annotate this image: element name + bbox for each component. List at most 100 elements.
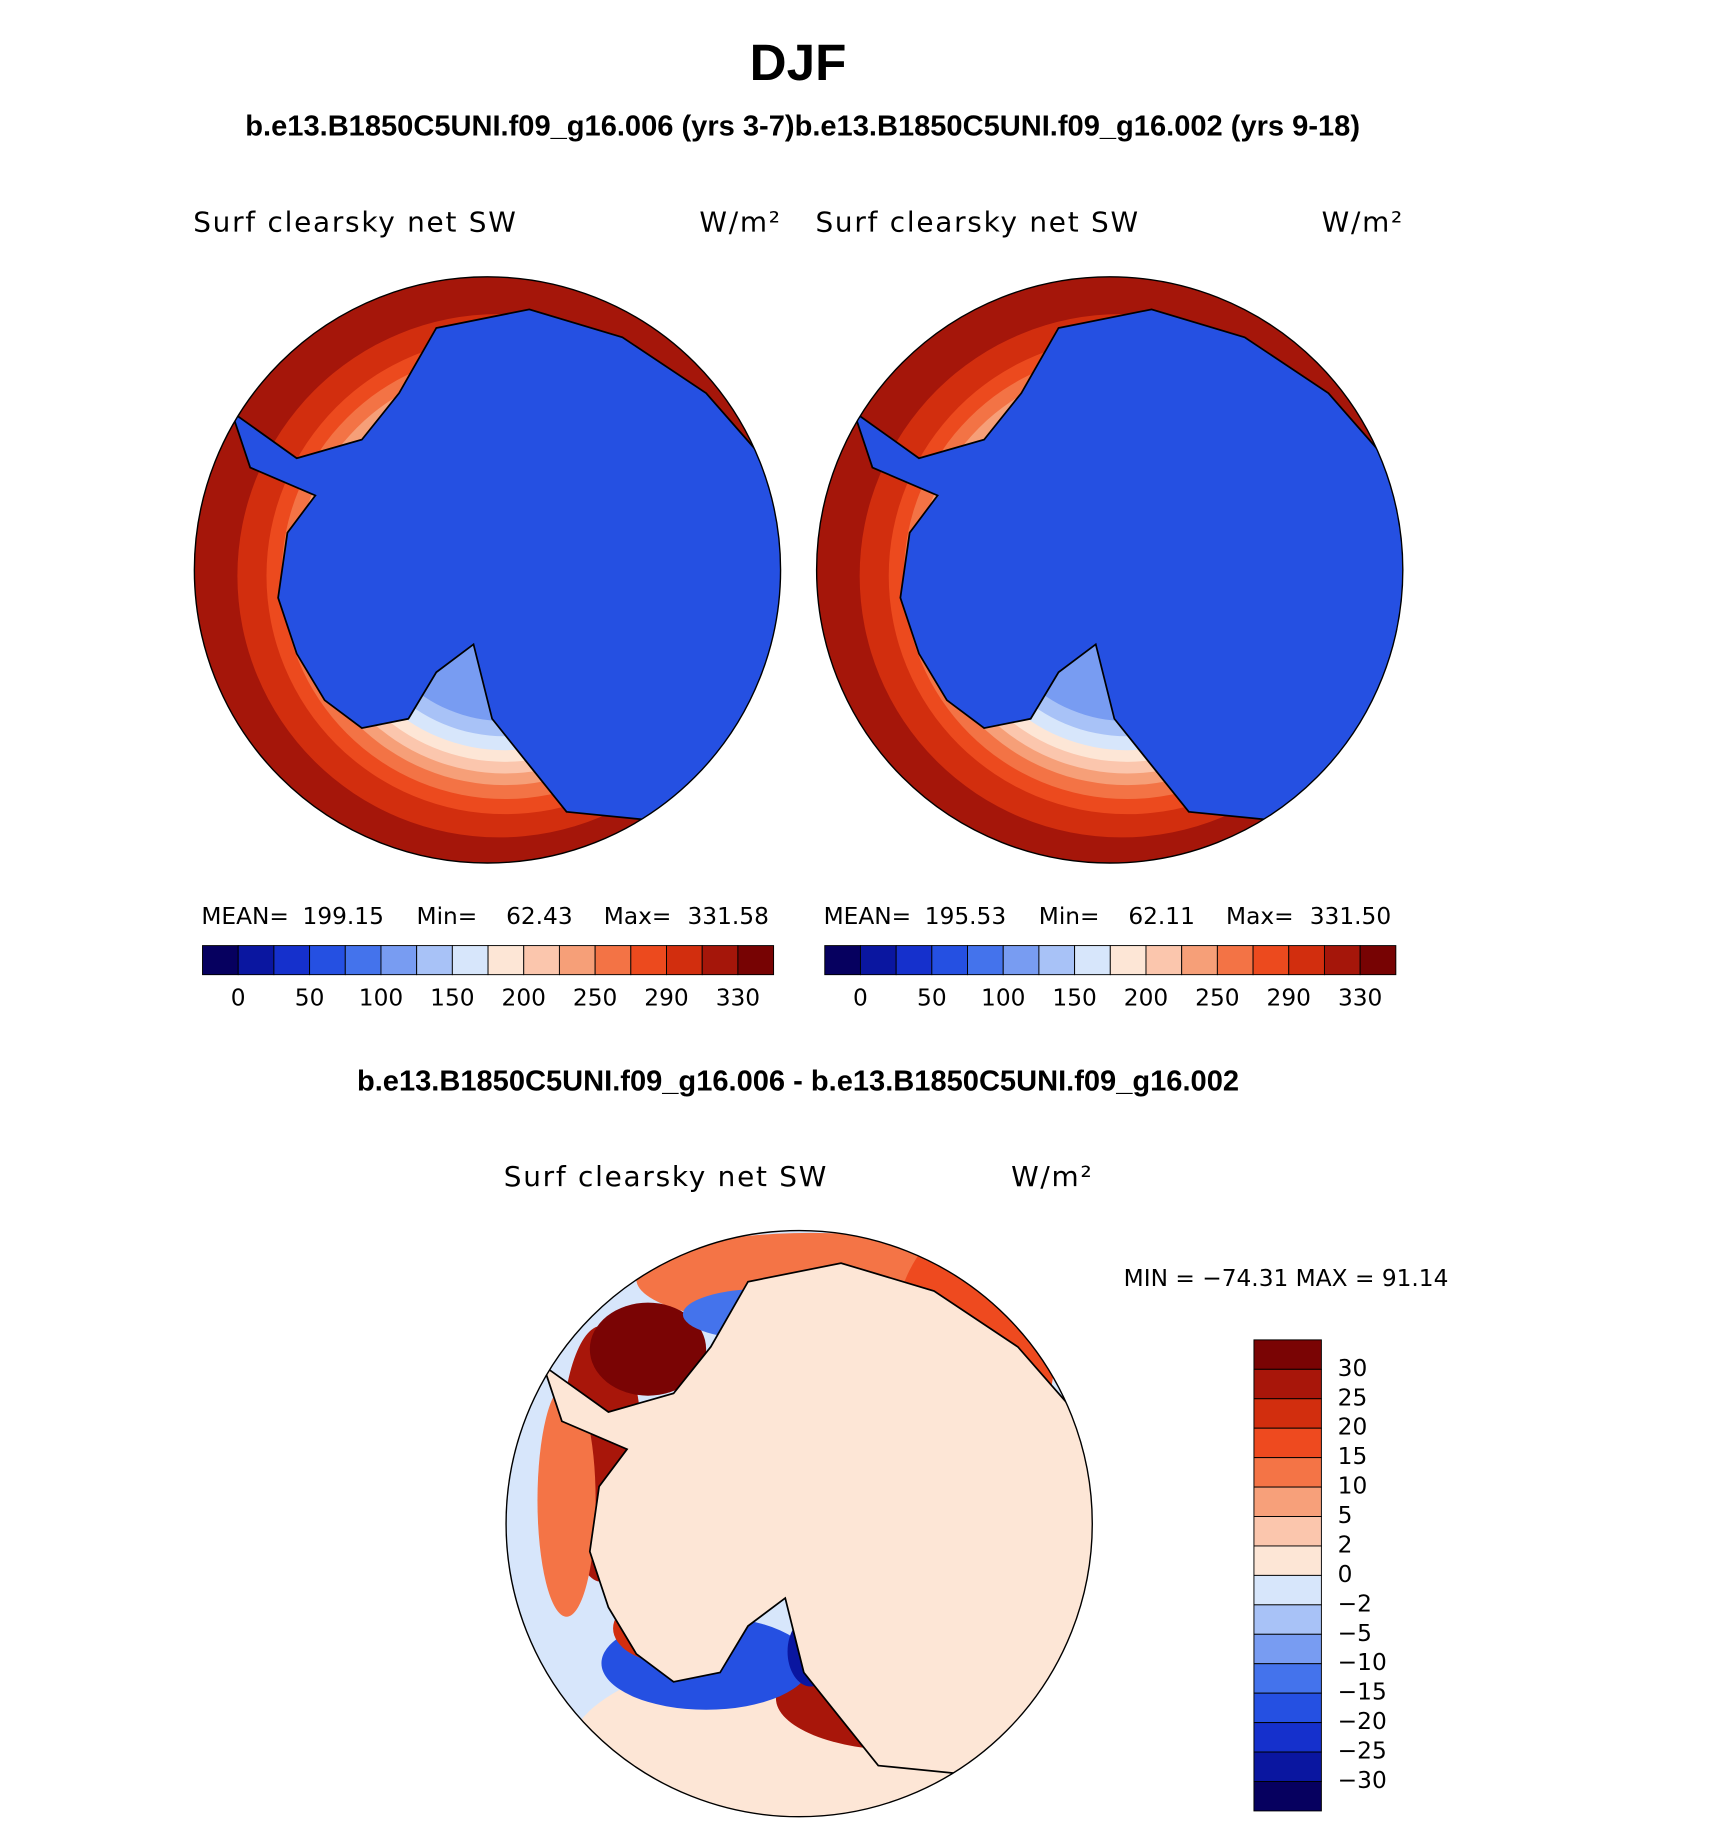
map-border	[815, 276, 1404, 864]
colorbar-label: 250	[1195, 985, 1239, 1012]
colorbar-box	[1359, 945, 1397, 976]
colorbar-box	[1252, 945, 1290, 976]
colorbar-box	[1288, 945, 1325, 976]
colorbar-label: 50	[295, 985, 325, 1012]
stat: 62.43	[506, 903, 573, 930]
colorbar-label: 200	[1124, 985, 1168, 1012]
colorbar-label: −30	[1338, 1767, 1387, 1794]
continent	[541, 1262, 1093, 1776]
colorbar-label: 0	[1338, 1561, 1353, 1588]
colorbar-box	[1253, 1574, 1322, 1606]
colorbar-label: 30	[1338, 1355, 1368, 1382]
colorbar-box	[1253, 1751, 1322, 1782]
stat: Min=	[1039, 903, 1100, 930]
colorbar-label: 25	[1338, 1384, 1368, 1411]
colorbar-label: 0	[231, 985, 246, 1012]
stat: 195.53	[925, 903, 1006, 930]
colorbar-box	[895, 945, 933, 976]
colorbar-label: −15	[1338, 1679, 1387, 1706]
colorbar-box	[1253, 1427, 1322, 1459]
stat: 331.58	[688, 903, 769, 930]
colorbar-box	[1253, 1633, 1322, 1665]
contour-band	[537, 1384, 596, 1617]
colorbar-label: −5	[1338, 1620, 1372, 1647]
colorbar-label: 100	[359, 985, 403, 1012]
colorbar-box	[594, 945, 632, 976]
stat: MEAN=	[201, 903, 289, 930]
colorbar-box	[1253, 1339, 1322, 1370]
colorbar-box	[666, 945, 703, 976]
colorbar-label: 200	[502, 985, 546, 1012]
colorbar-box	[1253, 1368, 1322, 1400]
units-label: W/m²	[699, 205, 781, 238]
colorbar-box	[1323, 945, 1361, 976]
colorbar-label: −2	[1338, 1590, 1372, 1617]
colorbar-box	[1181, 945, 1218, 976]
stat: 331.50	[1310, 903, 1391, 930]
continent	[229, 308, 781, 823]
colorbar-box	[1253, 1604, 1322, 1635]
stat: 199.15	[303, 903, 384, 930]
contour-band	[589, 1302, 707, 1396]
colorbar-box	[416, 945, 453, 976]
difference-title: b.e13.B1850C5UNI.f09_g16.006 - b.e13.B18…	[357, 1066, 1239, 1098]
colorbar-label: −20	[1338, 1708, 1387, 1735]
colorbar-box	[1074, 945, 1111, 976]
colorbar-box	[1145, 945, 1183, 976]
colorbar-box	[1038, 945, 1076, 976]
colorbar-box	[202, 945, 239, 976]
colorbar-box	[273, 945, 311, 976]
variable-label: Surf clearsky net SW	[504, 1160, 828, 1193]
colorbar-box	[737, 945, 775, 976]
colorbar-box	[1216, 945, 1254, 976]
stat: Max=	[1226, 903, 1294, 930]
stat: Max=	[604, 903, 672, 930]
colorbar-label: 290	[644, 985, 688, 1012]
colorbar-box	[824, 945, 861, 976]
colorbar-box	[701, 945, 739, 976]
colorbar-label: 100	[981, 985, 1025, 1012]
stat: 62.11	[1128, 903, 1195, 930]
colorbar-box	[1253, 1398, 1322, 1429]
colorbar-box	[630, 945, 667, 976]
map-border	[505, 1229, 1093, 1818]
variable-label: Surf clearsky net SW	[193, 205, 517, 238]
colorbar-label: 20	[1338, 1414, 1368, 1441]
colorbar-label: 250	[573, 985, 617, 1012]
colorbar-label: 15	[1338, 1443, 1368, 1470]
colorbar-label: 330	[1338, 985, 1382, 1012]
colorbar-box	[523, 945, 560, 976]
map	[506, 1230, 1093, 1817]
colorbar-label: 290	[1267, 985, 1311, 1012]
colorbar-box	[1253, 1722, 1322, 1753]
colorbar-box	[1253, 1692, 1322, 1724]
colorbar-box	[1253, 1663, 1322, 1694]
colorbar-box	[344, 945, 382, 976]
colorbar-label: 150	[1052, 985, 1096, 1012]
colorbar-box	[1253, 1457, 1322, 1488]
colorbar-box	[1253, 1781, 1322, 1812]
map	[194, 276, 781, 864]
colorbar-label: 10	[1338, 1473, 1368, 1500]
colorbar-box	[967, 945, 1004, 976]
colorbar-box	[931, 945, 968, 976]
map-border	[193, 276, 782, 864]
colorbar-label: 330	[716, 985, 760, 1012]
colorbar-box	[1109, 945, 1147, 976]
colorbar-box	[237, 945, 275, 976]
variable-label: Surf clearsky net SW	[815, 205, 1139, 238]
stat: Min=	[417, 903, 478, 930]
colorbar-label: 0	[853, 985, 868, 1012]
colorbar-label: 150	[430, 985, 474, 1012]
continent	[852, 308, 1403, 823]
colorbar-box	[1002, 945, 1040, 976]
colorbar-box	[1253, 1516, 1322, 1547]
colorbar-box	[1253, 1545, 1322, 1576]
map	[816, 276, 1403, 864]
colorbar-box	[558, 945, 596, 976]
stat: MEAN=	[824, 903, 912, 930]
colorbar-box	[309, 945, 346, 976]
colorbar-label: 50	[917, 985, 947, 1012]
colorbar-box	[859, 945, 897, 976]
